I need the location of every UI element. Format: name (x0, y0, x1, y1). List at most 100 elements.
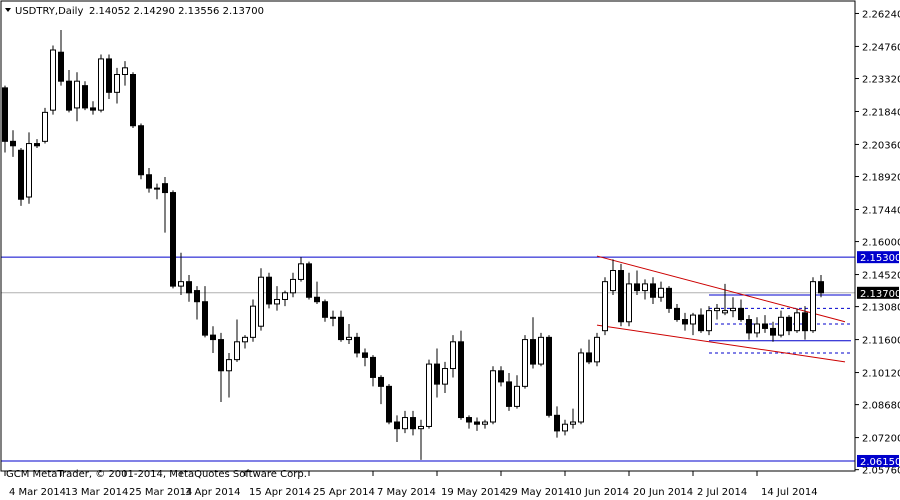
candle (794, 308, 800, 333)
candle-body-bear (338, 316, 344, 341)
x-tick-label: 20 Jun 2014 (633, 487, 693, 498)
candle (202, 286, 208, 338)
x-tick-label: 25 Mar 2014 (129, 487, 192, 498)
candle-body-bull (98, 58, 104, 111)
current-price-tag-box (857, 286, 899, 299)
candle (506, 372, 512, 411)
candle-body-bear (650, 283, 656, 298)
candle (266, 272, 272, 309)
candle-body-bear (618, 270, 624, 323)
candle (218, 332, 224, 402)
candle (674, 303, 680, 322)
dropdown-triangle-icon[interactable] (5, 8, 11, 12)
x-tick-label: 4 Mar 2014 (9, 487, 66, 498)
candle (682, 312, 688, 331)
candle-body-bear (370, 356, 376, 378)
candle-body-bear (434, 363, 440, 385)
candle-body-bear (90, 107, 96, 111)
candle (650, 277, 656, 304)
x-tick-label: 7 May 2014 (377, 487, 436, 498)
y-tick-label: 2.10120 (862, 369, 900, 380)
candle (242, 335, 248, 349)
candle (106, 54, 112, 100)
candle-body-bull (490, 370, 496, 423)
candle-body-bull (754, 323, 760, 334)
candle (530, 317, 536, 369)
candle-body-bear (546, 336, 552, 416)
candle (42, 107, 48, 144)
trendline-0[interactable] (596, 255, 846, 323)
candle (378, 375, 384, 405)
candle (210, 326, 216, 353)
candle (322, 299, 328, 322)
price-axis[interactable]: 2.26240 2.24760 2.23320 2.21840 2.20360 2.189… (855, 9, 900, 477)
candle-body-bull (570, 421, 576, 425)
candle-body-bear (18, 149, 24, 200)
x-tick-label: 19 May 2014 (441, 487, 506, 498)
x-tick-label: 2 Jul 2014 (697, 487, 747, 498)
current-price-tag-label: 2.13700 (860, 289, 900, 300)
candlesticks (2, 29, 824, 460)
candle-body-bear (762, 323, 768, 329)
candle-body-bear (586, 352, 592, 363)
candle-body-bull (178, 281, 184, 287)
candle-body-bull (658, 287, 664, 298)
candle (170, 190, 176, 289)
y-tick-label: 2.23320 (862, 75, 900, 86)
candle (458, 330, 464, 420)
candle (466, 415, 472, 429)
candle-body-bear (162, 183, 168, 194)
candle-body-bear (306, 263, 312, 298)
candle-body-bear (410, 417, 416, 430)
plot-frame (0, 0, 856, 472)
candle (274, 286, 280, 311)
candle (706, 306, 712, 336)
chart-header: USDTRY,Daily 2.14052 2.14290 2.13556 2.1… (5, 6, 264, 17)
candle-body-bear (210, 334, 216, 341)
x-tick-label: 25 Apr 2014 (313, 487, 375, 498)
candle-body-bull (282, 292, 288, 300)
candle (50, 45, 56, 115)
candle-body-bear (266, 276, 272, 305)
candle (578, 348, 584, 425)
candle (250, 299, 256, 342)
y-tick-label: 2.18920 (862, 173, 900, 184)
copyright-footer: GCM MetaTrader, © 2001-2014, MetaQuotes … (6, 469, 307, 480)
candle-body-bull (298, 263, 304, 280)
candle (722, 283, 728, 316)
candle (658, 281, 664, 302)
candle-body-bull (122, 67, 128, 76)
candle-body-bull (450, 341, 456, 370)
trendline-1[interactable] (596, 324, 846, 363)
candle-body-bull (274, 298, 280, 305)
candle (138, 123, 144, 180)
candle (634, 270, 640, 296)
candle (786, 315, 792, 336)
candle-body-bear (2, 87, 8, 142)
candle (370, 355, 376, 387)
candle-body-bull (74, 80, 80, 109)
y-tick-label: 2.05760 (862, 466, 900, 477)
candle (10, 130, 16, 157)
candle-body-bull (426, 363, 432, 427)
x-tick-label: 29 May 2014 (505, 487, 570, 498)
candle (26, 132, 32, 204)
candle (562, 419, 568, 436)
candle-body-bear (354, 336, 360, 354)
candle-body-bull (114, 74, 120, 93)
candle (74, 72, 80, 122)
candle (146, 168, 152, 193)
candle (810, 277, 816, 333)
x-tick-label: 10 Jun 2014 (569, 487, 629, 498)
candle (66, 70, 72, 113)
candle (490, 366, 496, 425)
candle-body-bear (186, 281, 192, 294)
candle-body-bull (706, 310, 712, 332)
candle (98, 54, 104, 113)
candle (554, 406, 560, 438)
candle-body-bear (674, 307, 680, 321)
candle-body-bear (218, 339, 224, 372)
candle (778, 310, 784, 338)
